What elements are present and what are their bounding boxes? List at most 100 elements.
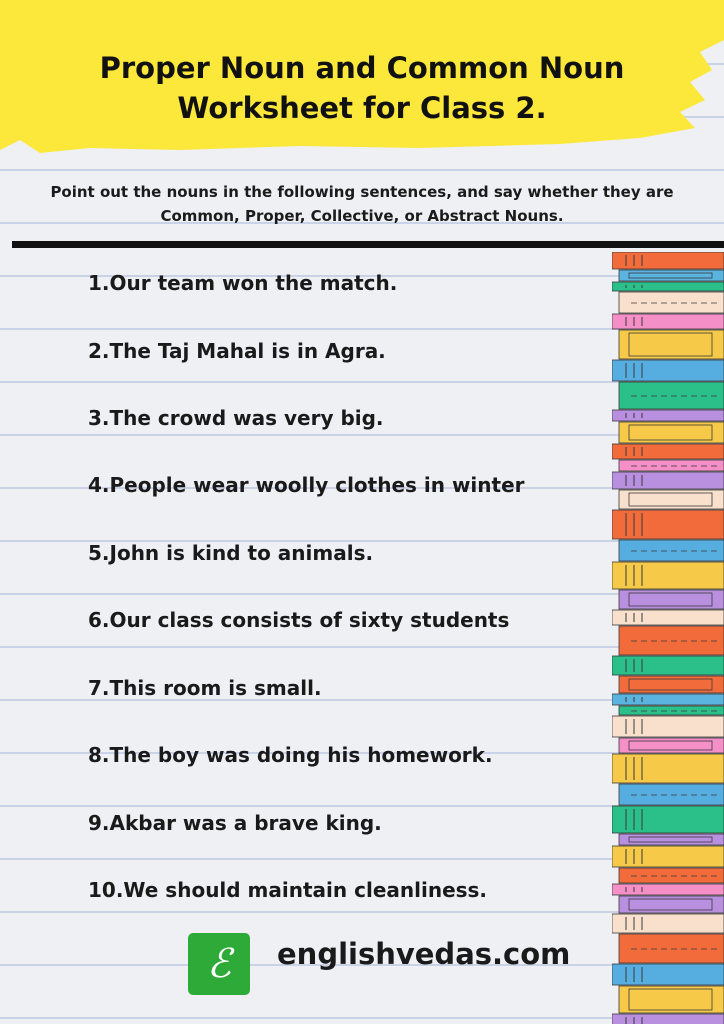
- book-spine-label: [628, 740, 713, 751]
- book-spine-body: [612, 883, 724, 896]
- book-spine: [612, 693, 724, 706]
- book-spine: [612, 561, 724, 590]
- book-spine-body: [612, 281, 724, 292]
- question-item: 2.The Taj Mahal is in Agra.: [88, 339, 386, 363]
- question-item: 5.John is kind to animals.: [88, 541, 374, 565]
- book-spine: [618, 933, 724, 964]
- book-spine-body: [618, 895, 724, 914]
- book-spine: [612, 252, 724, 270]
- book-spine: [618, 329, 724, 360]
- book-spine: [612, 471, 724, 490]
- book-spine-body: [618, 291, 724, 314]
- book-spine-body: [612, 693, 724, 706]
- question-item: 4.People wear woolly clothes in winter: [88, 473, 525, 497]
- book-spine-label: [628, 272, 713, 279]
- book-spine: [618, 783, 724, 806]
- book-spine: [618, 291, 724, 314]
- book-spine: [618, 625, 724, 656]
- book-spine: [618, 459, 724, 472]
- page-title: Proper Noun and Common Noun Worksheet fo…: [0, 48, 724, 128]
- book-spine-body: [612, 443, 724, 460]
- book-spine-label: [628, 332, 713, 357]
- book-spine-label: [628, 424, 713, 441]
- book-spine-label: [628, 988, 713, 1011]
- book-spine-body: [618, 933, 724, 964]
- book-spine-body: [612, 409, 724, 422]
- book-spine-body: [612, 609, 724, 626]
- book-spine: [618, 737, 724, 754]
- book-spine-label: [628, 898, 713, 911]
- book-spine-body: [612, 805, 724, 834]
- book-spine: [612, 883, 724, 896]
- book-spine: [618, 381, 724, 410]
- book-spine-body: [618, 833, 724, 846]
- site-name: englishvedas.com: [277, 937, 571, 971]
- book-spine: [618, 985, 724, 1014]
- book-spine: [612, 913, 724, 934]
- book-spine-label: [628, 678, 713, 691]
- book-spine: [612, 281, 724, 292]
- book-spine: [618, 867, 724, 884]
- book-spine: [612, 805, 724, 834]
- book-spine: [618, 269, 724, 282]
- question-item: 10.We should maintain cleanliness.: [88, 878, 488, 902]
- book-spine-body: [618, 705, 724, 716]
- book-spine: [618, 589, 724, 610]
- book-spine-body: [612, 753, 724, 784]
- book-spine: [618, 539, 724, 562]
- book-spine: [612, 655, 724, 676]
- book-spine-body: [618, 985, 724, 1014]
- book-spine-body: [612, 471, 724, 490]
- book-spine-body: [612, 715, 724, 738]
- book-spine-body: [618, 489, 724, 510]
- book-spine: [618, 833, 724, 846]
- book-spine-body: [612, 509, 724, 540]
- book-spine: [612, 409, 724, 422]
- book-spine: [612, 1013, 724, 1024]
- book-spine: [612, 443, 724, 460]
- book-spine-body: [618, 589, 724, 610]
- book-spine-body: [618, 783, 724, 806]
- title-line-1: Proper Noun and Common Noun: [99, 51, 625, 85]
- book-stack-illustration: [612, 252, 724, 1024]
- book-spine: [618, 895, 724, 914]
- question-item: 3.The crowd was very big.: [88, 406, 384, 430]
- book-spine-body: [618, 737, 724, 754]
- book-spine-body: [612, 313, 724, 330]
- title-line-2: Worksheet for Class 2.: [177, 91, 547, 125]
- book-spine: [618, 675, 724, 694]
- book-spine-body: [612, 252, 724, 270]
- book-spine: [612, 359, 724, 382]
- question-item: 8.The boy was doing his homework.: [88, 743, 493, 767]
- book-spine-label: [628, 836, 713, 843]
- book-spine: [618, 705, 724, 716]
- question-item: 6.Our class consists of sixty students: [88, 608, 510, 632]
- book-spine-body: [612, 845, 724, 868]
- book-spine: [618, 489, 724, 510]
- book-spine-body: [612, 963, 724, 986]
- book-spine: [612, 845, 724, 868]
- book-spine-body: [618, 381, 724, 410]
- question-item: 9.Akbar was a brave king.: [88, 811, 382, 835]
- book-spine: [612, 753, 724, 784]
- book-spine-body: [612, 1013, 724, 1024]
- question-item: 7.This room is small.: [88, 676, 322, 700]
- book-spine-body: [618, 421, 724, 444]
- book-spine: [612, 609, 724, 626]
- book-spine-body: [618, 269, 724, 282]
- book-spine-body: [618, 329, 724, 360]
- book-spine-label: [628, 592, 713, 607]
- book-spine-body: [618, 539, 724, 562]
- book-spine: [612, 963, 724, 986]
- book-spine: [612, 313, 724, 330]
- book-spine: [618, 421, 724, 444]
- book-spine-label: [628, 492, 713, 507]
- book-spine-body: [618, 867, 724, 884]
- book-spine-body: [612, 655, 724, 676]
- instructions: Point out the nouns in the following sen…: [50, 183, 674, 225]
- book-spine-body: [612, 359, 724, 382]
- book-spine-body: [618, 625, 724, 656]
- book-spine-body: [612, 913, 724, 934]
- book-spine-body: [618, 459, 724, 472]
- site-logo: ℰ: [188, 933, 250, 995]
